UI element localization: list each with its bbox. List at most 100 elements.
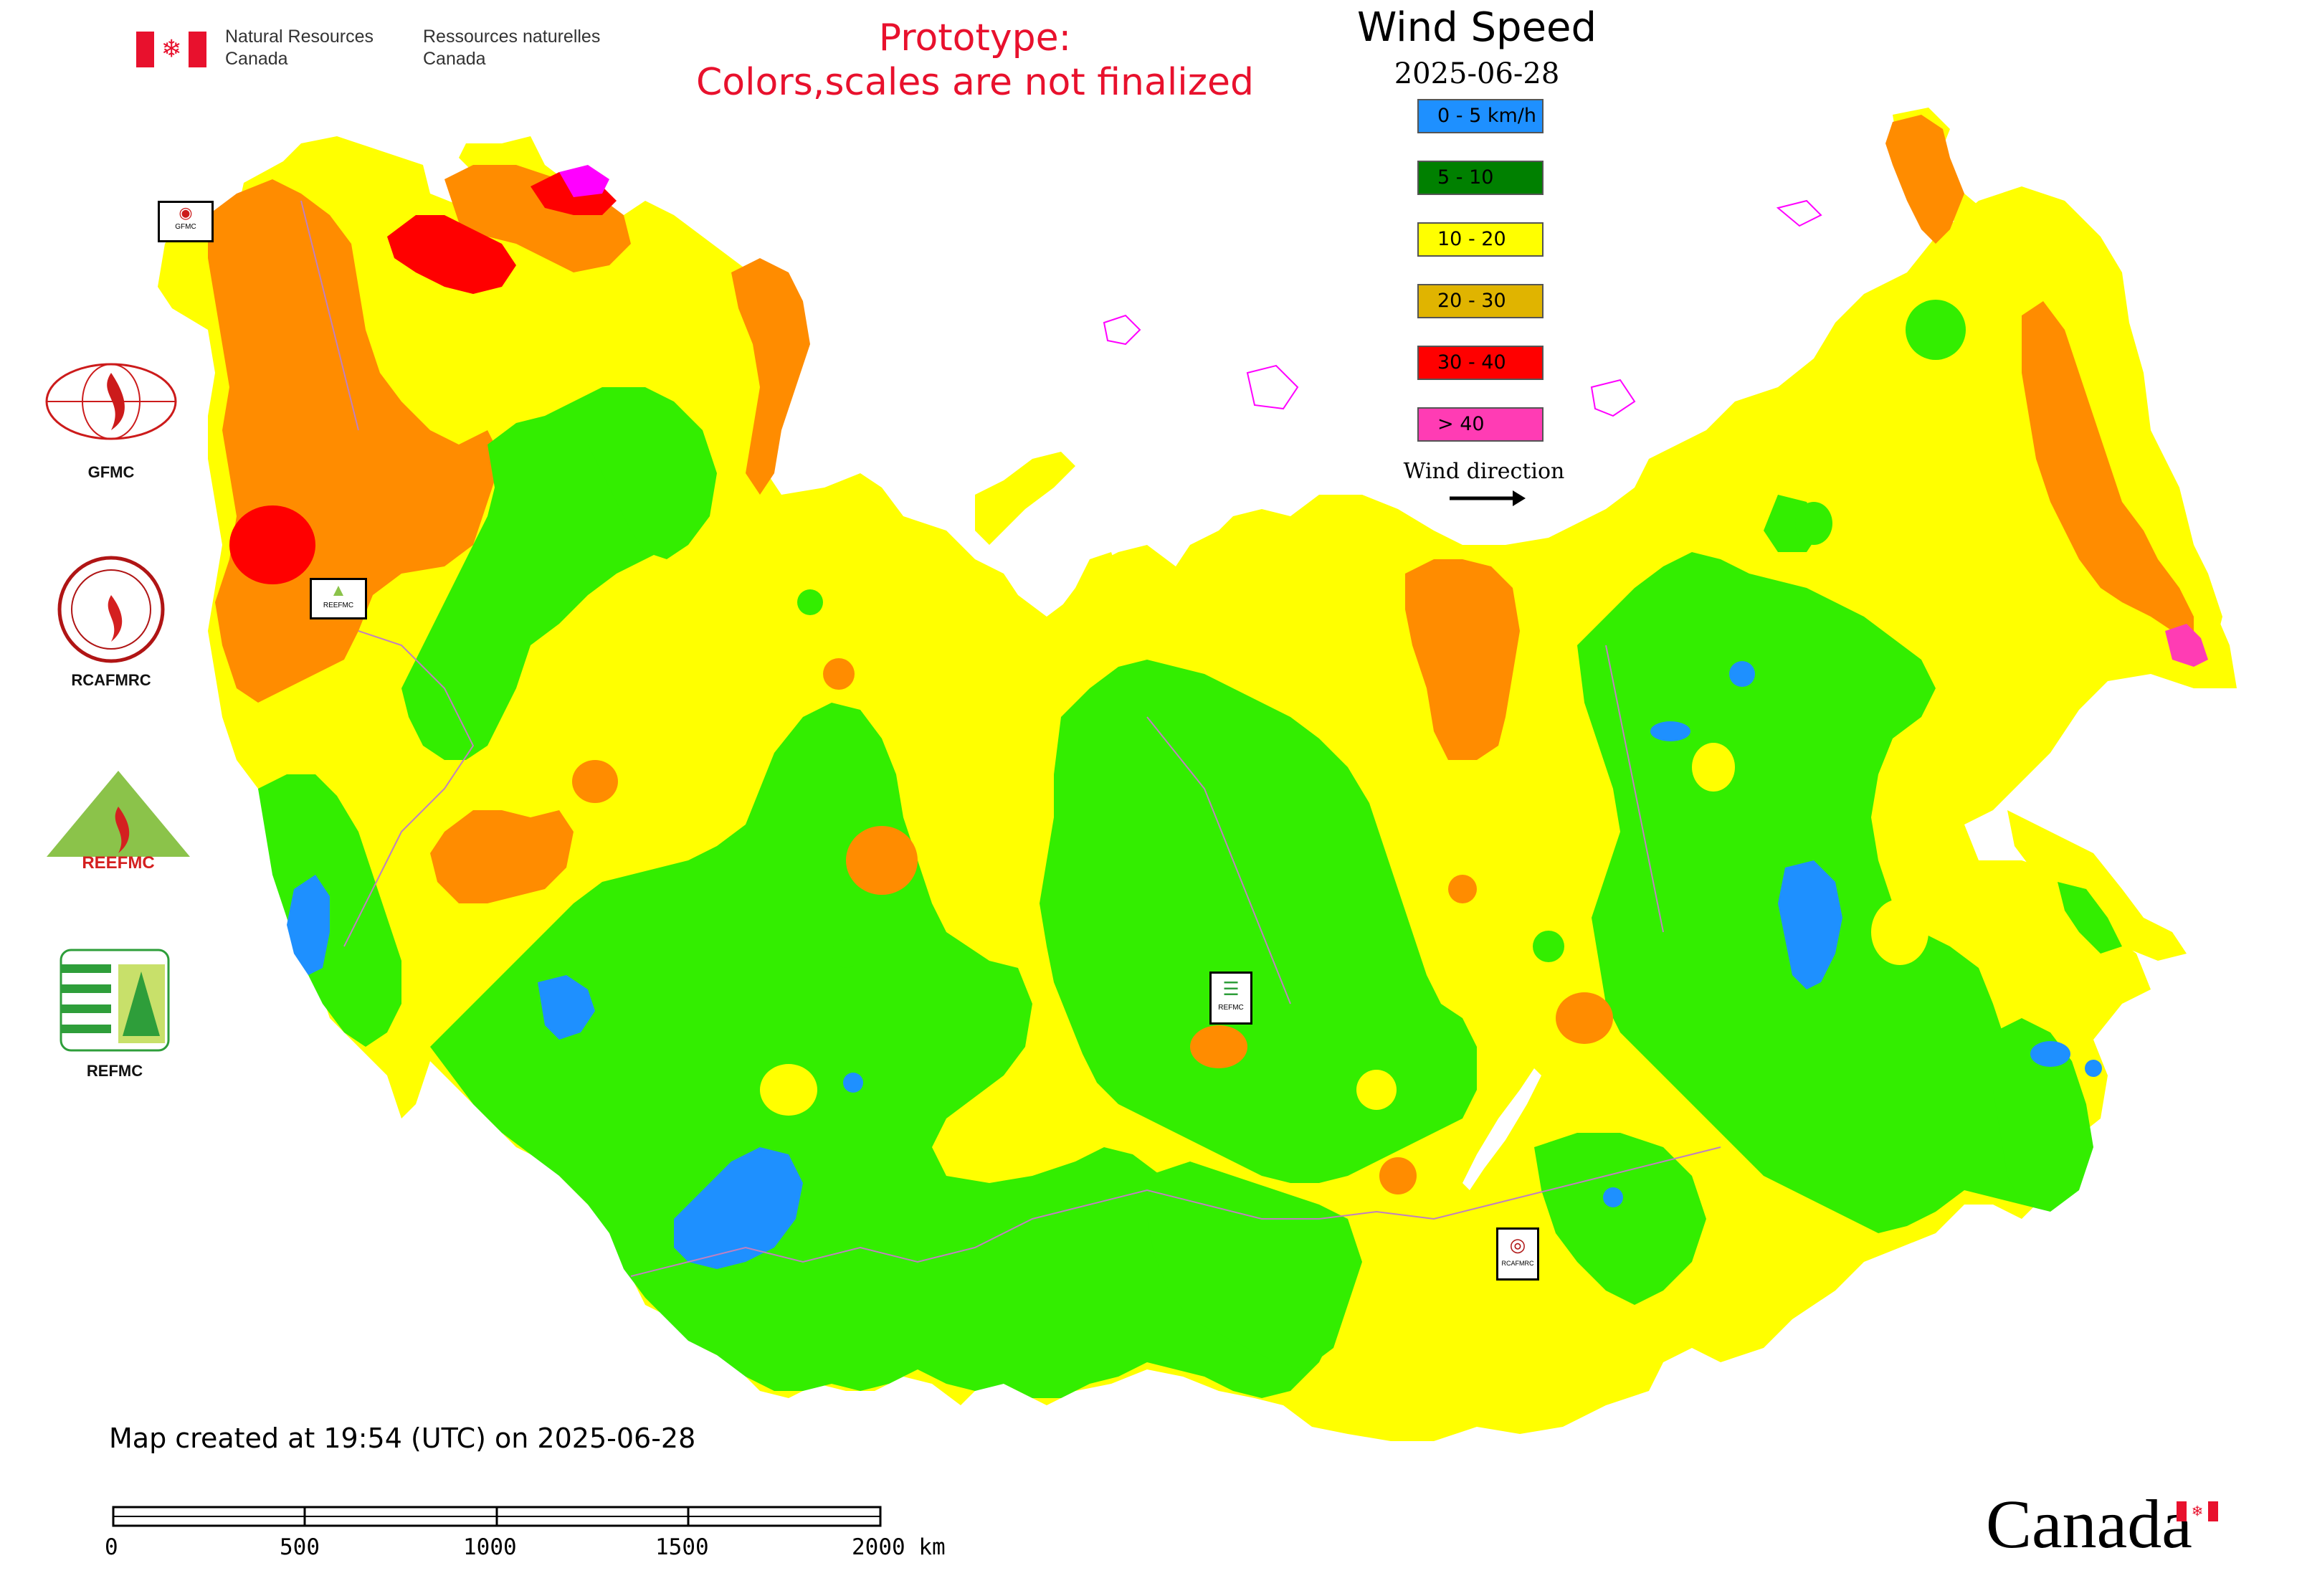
map-marker-gfmc-label: GFMC: [175, 223, 196, 231]
map-wind-zones: [208, 115, 2208, 1398]
reefmc-logo-icon: REEFMC: [47, 771, 190, 873]
legend-date: 2025-06-28: [1394, 57, 1560, 90]
zone-orange-blob-3: [1190, 1025, 1247, 1068]
zone-green-blob-3: [832, 939, 860, 968]
prototype-line-2: Colors,scales are not finalized: [695, 61, 1255, 104]
scale-label-1000: 1000: [463, 1534, 517, 1560]
zone-blue-kazakhstan: [674, 1147, 803, 1269]
zone-green-blob-4: [1533, 931, 1564, 962]
zone-green-blob-5: [1795, 502, 1832, 545]
zone-green-blob-1: [1906, 300, 1966, 360]
border-inner-2: [1605, 645, 1664, 933]
legend-class-5-10: 5 - 10: [1417, 161, 1544, 195]
legend-class-0-5: 0 - 5 km/h: [1417, 99, 1544, 133]
country-borders: [300, 200, 1721, 1277]
partner-refmc: REFMC: [50, 943, 179, 1080]
zone-blue-blob-4: [843, 1073, 863, 1093]
zone-orange-white-sea: [731, 258, 810, 495]
canada-wordmark: Canada: [1986, 1486, 2192, 1562]
agency-name-fr: Ressources naturelles Canada: [423, 27, 601, 69]
zone-green-karelia: [588, 387, 717, 559]
zone-magenta-kola: [559, 165, 609, 197]
legend-class-10-20: 10 - 20: [1417, 222, 1544, 257]
island-franz-josef: [1103, 314, 1141, 346]
canada-wordmark-flag-icon: ❄: [2177, 1501, 2218, 1521]
agency-name-en: Natural Resources Canada: [225, 27, 374, 69]
border-west: [343, 630, 475, 947]
island-wrangel: [1776, 199, 1822, 227]
partner-gfmc: GFMC: [29, 358, 194, 482]
wind-direction-arrow-icon: [1450, 490, 1526, 506]
border-scandinavia: [300, 200, 359, 431]
zone-magenta-kamchatka: [2165, 624, 2208, 667]
zone-orange-blob-4: [1556, 992, 1613, 1044]
border-inner-1: [1146, 716, 1291, 1004]
scale-bar: [112, 1506, 882, 1527]
map-marker-gfmc[interactable]: ◉ GFMC: [158, 201, 214, 242]
zone-green-altai: [1147, 1162, 1362, 1369]
zone-yellow-blob-1: [1871, 899, 1928, 965]
zone-orange-taymyr: [1405, 559, 1520, 760]
legend-class-30-40: 30 - 40: [1417, 346, 1544, 380]
zone-blue-ukraine: [287, 875, 330, 975]
scale-label-0: 0: [105, 1534, 118, 1560]
partner-rcafmrc-label: RCAFMRC: [71, 671, 151, 689]
land-novaya-zemlya: [975, 452, 1075, 545]
partner-refmc-label: REFMC: [86, 1062, 143, 1080]
partner-reefmc: REEFMC: [36, 764, 201, 875]
land-sakhalin: [2007, 810, 2187, 961]
legend-title: Wind Speed: [1356, 4, 1597, 51]
svg-text:REEFMC: REEFMC: [82, 853, 154, 871]
zone-yellow-blob-2: [1692, 743, 1735, 792]
prototype-notice: Prototype: Colors,scales are not finaliz…: [631, 16, 1319, 105]
zone-orange-blob-5: [1379, 1157, 1417, 1194]
map-marker-reefmc[interactable]: ▲ REEFMC: [310, 578, 367, 619]
scale-label-1500: 1500: [655, 1534, 709, 1560]
zone-yellow-blob-3: [760, 1064, 817, 1116]
map-marker-rcafmrc-label: RCAFMRC: [1501, 1260, 1534, 1267]
zone-blue-volga: [538, 975, 595, 1040]
wind-direction-label: Wind direction: [1403, 459, 1565, 484]
circle-seal-icon: ◎: [1509, 1234, 1526, 1255]
zone-blue-blob-3: [2030, 1041, 2070, 1067]
zone-green-sakhalin: [2058, 882, 2122, 954]
scale-label-500: 500: [280, 1534, 320, 1560]
partner-rcafmrc: RCAFMRC: [43, 552, 179, 690]
zone-blue-blob-2: [1650, 721, 1690, 741]
map-marker-rcafmrc[interactable]: ◎ RCAFMRC: [1496, 1227, 1539, 1281]
lake-baikal: [1462, 1068, 1541, 1190]
gfmc-logo-icon: [45, 363, 177, 440]
zone-orange-blob-1: [846, 826, 918, 895]
zone-orange-kamchatka-north: [1885, 115, 1964, 244]
map-created-timestamp: Map created at 19:54 (UTC) on 2025-06-28: [109, 1422, 696, 1454]
zone-green-primorye: [1993, 1018, 2093, 1212]
stripes-icon: ☰: [1222, 978, 1240, 999]
zone-green-amur: [1534, 1133, 1706, 1305]
partner-gfmc-label: GFMC: [87, 463, 135, 481]
zone-orange-blob-7: [1448, 875, 1477, 903]
zone-orange-blob-6: [823, 658, 855, 690]
island-severnaya: [1246, 364, 1299, 410]
zone-orange-ural: [430, 810, 574, 903]
scale-label-2000: 2000 km: [852, 1534, 946, 1560]
canada-flag-icon: ❄: [136, 32, 206, 67]
legend-class-20-30: 20 - 30: [1417, 284, 1544, 318]
refmc-logo-icon: [60, 949, 170, 1052]
zone-blue-east: [1778, 860, 1842, 989]
island-new-siberian: [1590, 379, 1636, 417]
land-yamal: [1054, 552, 1118, 645]
border-south: [630, 1146, 1721, 1277]
map-marker-refmc-label: REFMC: [1218, 1004, 1244, 1012]
arctic-islands: [1103, 199, 1822, 417]
zone-green-kazakhstan: [430, 703, 1348, 1398]
zone-blue-blob-1: [1729, 661, 1755, 687]
prototype-line-1: Prototype:: [878, 16, 1072, 60]
zone-orange-east-coast: [2022, 301, 2194, 638]
zone-green-blob-2: [797, 589, 823, 615]
triangle-icon: ▲: [330, 581, 347, 600]
map-marker-refmc[interactable]: ☰ REFMC: [1209, 972, 1252, 1025]
zone-red-baltic: [229, 505, 315, 584]
zone-yellow-blob-4: [1356, 1070, 1397, 1110]
zone-red-kola: [387, 215, 516, 294]
legend-class-over-40: > 40: [1417, 407, 1544, 442]
